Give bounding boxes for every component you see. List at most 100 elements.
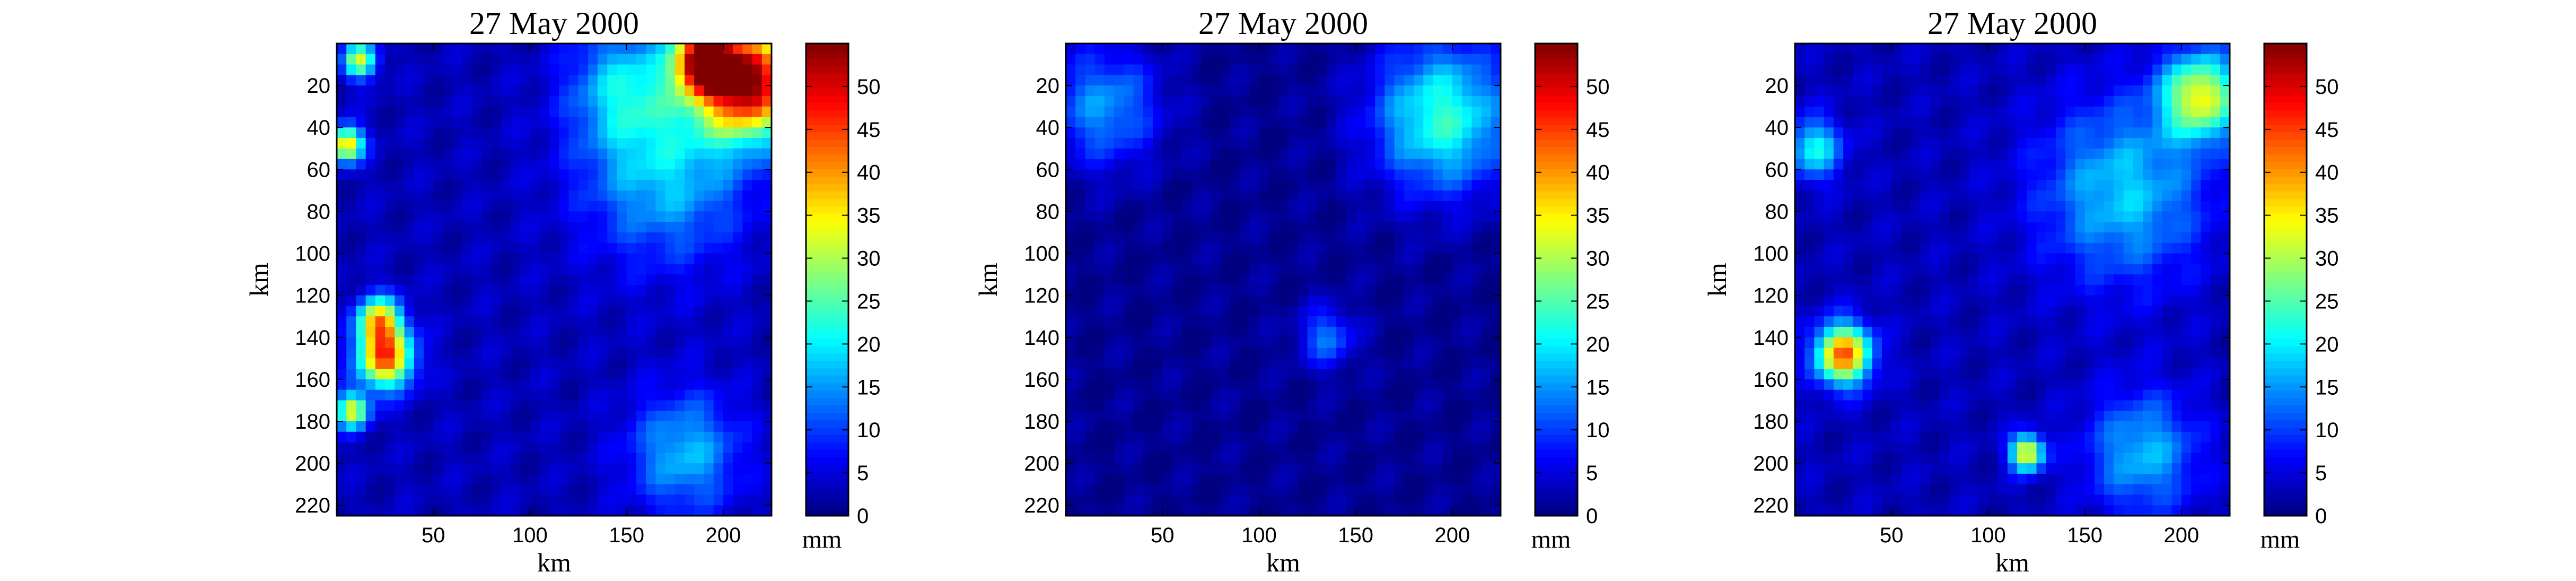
heatmap-cell	[1181, 106, 1192, 118]
heatmap-cell	[694, 484, 705, 496]
heatmap-cell	[1327, 222, 1337, 233]
heatmap-cell	[1307, 463, 1318, 474]
heatmap-cell	[733, 442, 743, 453]
heatmap-cell	[337, 127, 347, 138]
heatmap-cell	[607, 306, 618, 317]
heatmap-cell	[1085, 369, 1096, 380]
heatmap-cell	[742, 264, 753, 275]
heatmap-cell	[1298, 253, 1308, 264]
colorbar-tick-label: 20	[857, 333, 881, 356]
heatmap-cell	[1066, 284, 1076, 296]
heatmap-cell	[1240, 348, 1250, 359]
heatmap-cell	[1414, 201, 1424, 212]
heatmap-cell	[1317, 484, 1327, 496]
heatmap-cell	[742, 222, 753, 233]
colorbar-segment	[1535, 456, 1578, 465]
colorbar-tick-label: 30	[857, 247, 881, 271]
heatmap-cell	[433, 473, 444, 485]
heatmap-cell	[655, 505, 666, 516]
heatmap-cell	[1814, 44, 1825, 55]
heatmap-cell	[1442, 400, 1453, 411]
heatmap-cell	[2065, 106, 2076, 118]
heatmap-cell	[742, 242, 753, 254]
heatmap-cell	[1327, 274, 1337, 285]
heatmap-cell	[723, 348, 733, 359]
heatmap-cell	[414, 54, 424, 65]
heatmap-cell	[1268, 495, 1279, 506]
heatmap-cell	[452, 473, 463, 485]
heatmap-cell	[559, 138, 569, 149]
heatmap-cell	[598, 138, 608, 149]
heatmap-cell	[1491, 431, 1501, 443]
heatmap-cell	[1181, 348, 1192, 359]
heatmap-cell	[2162, 75, 2172, 86]
heatmap-cell	[1930, 190, 1940, 202]
heatmap-cell	[1124, 201, 1134, 212]
heatmap-cell	[636, 369, 646, 380]
heatmap-cell	[1162, 44, 1173, 55]
heatmap-cell	[674, 85, 685, 97]
heatmap-cell	[549, 337, 559, 349]
heatmap-cell	[365, 211, 376, 222]
heatmap-cell	[346, 159, 357, 170]
heatmap-cell	[674, 369, 685, 380]
heatmap-cell	[704, 442, 714, 453]
heatmap-cell	[2162, 148, 2172, 160]
heatmap-cell	[568, 306, 579, 317]
heatmap-cell	[1307, 348, 1318, 359]
heatmap-cell	[665, 253, 676, 264]
heatmap-cell	[1298, 190, 1308, 202]
heatmap-cell	[1491, 421, 1501, 432]
heatmap-cell	[1220, 253, 1231, 264]
heatmap-cell	[1278, 44, 1289, 55]
heatmap-cell	[598, 358, 608, 369]
heatmap-cell	[674, 389, 685, 401]
heatmap-cell	[723, 64, 733, 75]
heatmap-cell	[1891, 117, 1902, 128]
heatmap-cell	[2056, 159, 2066, 170]
heatmap-cell	[1172, 159, 1182, 170]
colorbar-segment	[1535, 154, 1578, 162]
heatmap-cell	[1843, 127, 1853, 138]
heatmap-cell	[1317, 148, 1327, 160]
heatmap-cell	[1891, 127, 1902, 138]
heatmap-cell	[559, 159, 569, 170]
heatmap-cell	[1385, 169, 1395, 180]
heatmap-cell	[1278, 295, 1289, 307]
heatmap-cell	[1181, 327, 1192, 338]
heatmap-cell	[617, 106, 627, 118]
heatmap-cell	[1124, 306, 1134, 317]
heatmap-cell	[1104, 75, 1115, 86]
heatmap-cell	[1230, 159, 1240, 170]
heatmap-cell	[1075, 411, 1086, 422]
heatmap-cell	[1365, 495, 1375, 506]
heatmap-cell	[1181, 44, 1192, 55]
heatmap-cell	[723, 169, 733, 180]
heatmap-cell	[1191, 421, 1202, 432]
colorbar-segment	[806, 456, 848, 465]
heatmap-cell	[1181, 411, 1192, 422]
heatmap-cell	[385, 242, 395, 254]
heatmap-cell	[1452, 106, 1462, 118]
heatmap-cell	[1153, 431, 1163, 443]
heatmap-cell	[742, 505, 753, 516]
heatmap-cell	[1259, 222, 1269, 233]
heatmap-cell	[598, 421, 608, 432]
heatmap-cell	[1240, 431, 1250, 443]
heatmap-cell	[1491, 337, 1501, 349]
heatmap-cell	[1988, 96, 1999, 107]
heatmap-cell	[685, 180, 695, 191]
heatmap-cell	[2171, 75, 2182, 86]
heatmap-cell	[665, 222, 676, 233]
heatmap-cell	[2181, 54, 2192, 65]
heatmap-cell	[1230, 400, 1240, 411]
heatmap-cell	[1268, 421, 1279, 432]
heatmap-cell	[761, 348, 772, 359]
heatmap-cell	[1133, 222, 1144, 233]
heatmap-cell	[1162, 463, 1173, 474]
heatmap-cell	[1882, 85, 1892, 97]
heatmap-cell	[1085, 64, 1096, 75]
heatmap-cell	[337, 64, 347, 75]
colorbar-segment	[1535, 331, 1578, 339]
heatmap-cell	[1143, 411, 1153, 422]
